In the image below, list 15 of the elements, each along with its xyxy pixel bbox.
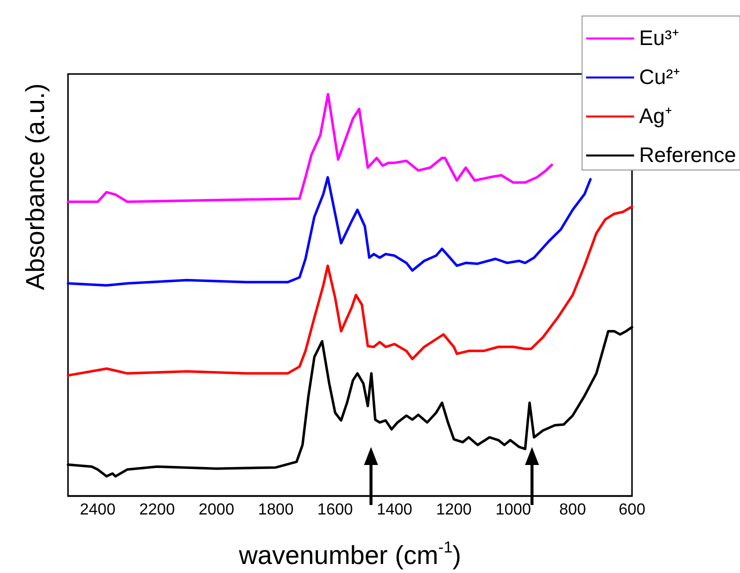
x-tick-label: 2200	[139, 502, 175, 518]
x-tick-label: 1000	[495, 502, 532, 518]
legend-label: Eu³⁺	[639, 27, 679, 50]
legend-label: Reference	[639, 144, 736, 167]
y-axis-title: Absorbance (a.u.)	[20, 83, 50, 290]
legend-label: Ag⁺	[639, 105, 672, 128]
x-tick-label: 1800	[258, 502, 294, 518]
x-tick-label: 800	[559, 502, 586, 518]
legend-label: Cu²⁺	[639, 66, 680, 89]
x-tick-label: 1400	[376, 502, 412, 518]
x-tick-label: 2400	[80, 502, 116, 518]
x-tick-label: 2000	[198, 502, 234, 518]
x-tick-label: 1200	[436, 502, 472, 518]
x-tick-label: 600	[618, 502, 646, 518]
x-tick-label: 1600	[317, 502, 354, 518]
